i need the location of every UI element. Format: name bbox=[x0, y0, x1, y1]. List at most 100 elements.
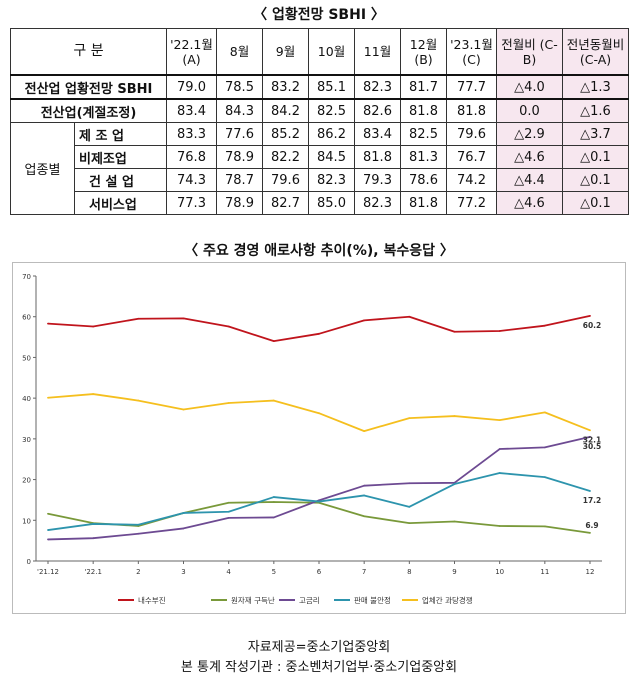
legend-label: 업체간 과당경쟁 bbox=[422, 595, 473, 605]
data-point bbox=[92, 537, 95, 540]
table-cell: 77.2 bbox=[446, 191, 497, 215]
x-tick-label: 2 bbox=[136, 568, 140, 576]
table-cell: 82.3 bbox=[354, 74, 401, 100]
data-point bbox=[272, 516, 275, 519]
table-row: 서비스업 77.3 78.9 82.7 85.0 82.3 81.8 77.2 △4.6 △0.1 bbox=[11, 191, 629, 215]
data-point bbox=[543, 525, 546, 528]
chart-title: 〈 주요 경영 애로사항 추이(%), 복수응답 〉 bbox=[184, 243, 454, 259]
table-cell: △2.9 bbox=[496, 122, 563, 146]
row-label: 비제조업 bbox=[74, 145, 167, 169]
end-value-label: 17.2 bbox=[583, 496, 602, 505]
table-cell: 77.6 bbox=[216, 122, 263, 146]
table-title: 〈 업황전망 SBHI 〉 bbox=[253, 7, 385, 23]
data-point bbox=[363, 515, 366, 518]
table-cell: 84.3 bbox=[216, 98, 263, 123]
data-point bbox=[272, 399, 275, 402]
y-tick-label: 30 bbox=[22, 436, 31, 444]
data-point bbox=[227, 501, 230, 504]
data-point bbox=[182, 408, 185, 411]
y-tick-label: 10 bbox=[22, 517, 31, 525]
group-label: 업종별 bbox=[10, 122, 75, 215]
data-point bbox=[453, 520, 456, 523]
table-row: 업종별 제 조 업 83.3 77.6 85.2 86.2 83.4 82.5 79.6 △2.9… bbox=[10, 122, 629, 215]
row-label: 서비스업 bbox=[74, 191, 167, 215]
data-point bbox=[498, 448, 501, 450]
col-header: '23.1월 (C) bbox=[446, 28, 497, 76]
data-point bbox=[363, 319, 366, 322]
table-cell: 77.7 bbox=[446, 74, 497, 100]
table-cell: 82.3 bbox=[354, 191, 401, 215]
y-tick-label: 20 bbox=[22, 477, 31, 485]
data-point bbox=[543, 476, 546, 479]
data-point bbox=[318, 500, 320, 503]
data-point bbox=[543, 324, 546, 327]
x-tick-label: 7 bbox=[362, 568, 366, 576]
table-cell: 83.4 bbox=[166, 98, 217, 123]
table-cell: △4.0 bbox=[496, 74, 563, 100]
data-point bbox=[408, 482, 411, 485]
data-point bbox=[318, 412, 320, 415]
data-point bbox=[92, 393, 95, 395]
table-cell: 83.4 bbox=[354, 122, 401, 146]
table-cell: 78.9 bbox=[216, 145, 263, 169]
table-cell: 85.1 bbox=[308, 74, 355, 100]
table-cell: 74.2 bbox=[446, 168, 497, 192]
data-point bbox=[498, 419, 501, 422]
data-point bbox=[137, 317, 140, 320]
legend-label: 원자재 구득난 bbox=[231, 596, 275, 605]
data-point bbox=[589, 435, 591, 438]
table-cell: 0.0 bbox=[496, 98, 563, 123]
data-point bbox=[227, 516, 230, 519]
y-tick-label: 60 bbox=[22, 314, 31, 322]
data-point bbox=[137, 532, 140, 535]
table-header-row: 구 분 '22.1월 (A) 8월 9월 10월 11월 12월 (B) '23… bbox=[10, 28, 629, 76]
data-point bbox=[272, 340, 275, 343]
table-cell: △0.1 bbox=[562, 145, 629, 169]
data-point bbox=[47, 512, 49, 515]
data-point bbox=[589, 532, 591, 534]
data-point bbox=[47, 538, 49, 541]
end-value-label: 30.5 bbox=[583, 442, 602, 451]
line-chart: 0 10 20 30 40 50 60 70 '21.12 '22.1 2 3 4 5 6 7 8 9 10 11 12… bbox=[12, 262, 626, 614]
x-tick-label: 11 bbox=[540, 568, 549, 576]
table-cell: 84.5 bbox=[308, 145, 355, 169]
data-point bbox=[363, 494, 366, 497]
table-cell: 78.6 bbox=[400, 168, 447, 192]
x-tick-label: 10 bbox=[495, 568, 504, 576]
legend-label: 고금리 bbox=[299, 596, 320, 605]
table-cell: 79.6 bbox=[262, 168, 309, 192]
table-cell: 74.3 bbox=[166, 168, 217, 192]
data-point bbox=[543, 446, 546, 449]
table-cell: 81.8 bbox=[446, 98, 497, 123]
table-cell: 84.2 bbox=[262, 98, 309, 123]
table-cell: 81.7 bbox=[400, 74, 447, 100]
end-value-label: 60.2 bbox=[583, 321, 602, 330]
col-header: 10월 bbox=[308, 28, 355, 76]
legend-label: 내수부진 bbox=[138, 595, 166, 605]
y-tick-label: 40 bbox=[22, 395, 31, 403]
data-point bbox=[363, 430, 366, 433]
x-tick-label: '22.1 bbox=[84, 568, 102, 576]
data-point bbox=[318, 332, 320, 335]
col-header: 9월 bbox=[262, 28, 309, 76]
table-cell: 85.2 bbox=[262, 122, 309, 146]
table-cell: 76.7 bbox=[446, 145, 497, 169]
data-point bbox=[92, 523, 95, 525]
data-point bbox=[408, 522, 411, 525]
col-header: 전년동월비 (C-A) bbox=[562, 28, 629, 76]
table-cell: 79.3 bbox=[354, 168, 401, 192]
row-label: 건 설 업 bbox=[74, 168, 167, 192]
data-point bbox=[408, 505, 411, 508]
end-value-label: 32.1 bbox=[583, 435, 602, 444]
x-tick-label: 8 bbox=[407, 568, 411, 576]
x-tick-label: '21.12 bbox=[37, 568, 59, 576]
table-cell: 81.3 bbox=[400, 145, 447, 169]
series-line bbox=[47, 501, 591, 534]
data-point bbox=[47, 322, 49, 325]
data-point bbox=[453, 415, 456, 417]
data-point bbox=[137, 523, 140, 526]
data-point bbox=[227, 325, 230, 328]
data-point bbox=[182, 512, 185, 514]
table-cell: 82.5 bbox=[308, 98, 355, 123]
table-cell: △0.1 bbox=[562, 168, 629, 192]
